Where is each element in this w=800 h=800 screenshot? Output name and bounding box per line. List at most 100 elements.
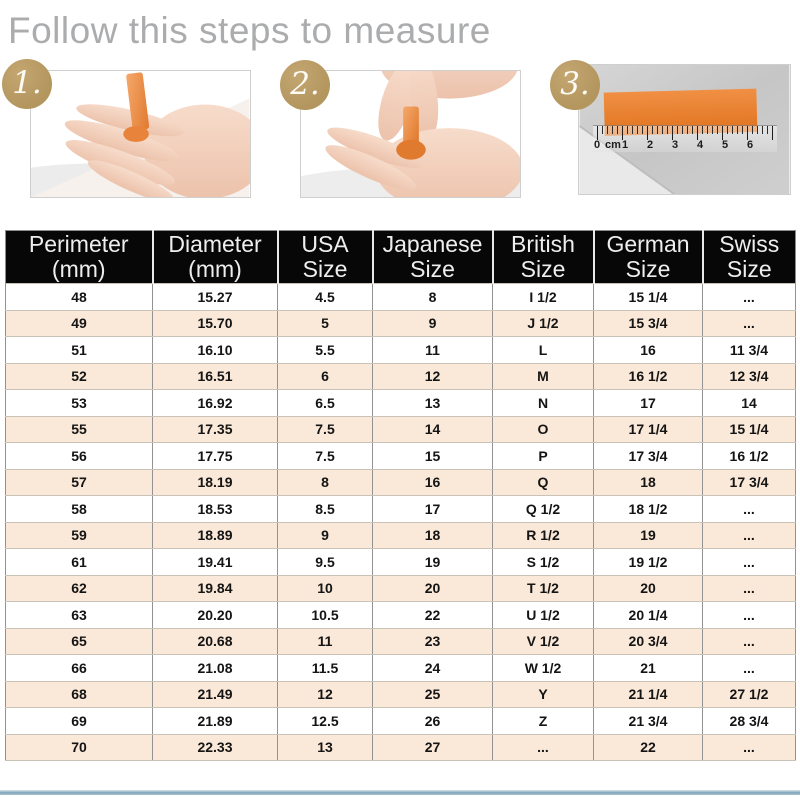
table-cell: 17.35 [152, 415, 278, 443]
table-row: 58 18.53 8.5 17 Q 1/2 18 1/2... [5, 495, 796, 523]
table-cell: 15 [372, 442, 493, 470]
table-cell: 17 [372, 495, 493, 523]
table-cell: 57 [5, 468, 153, 496]
table-cell: 12 3/4 [702, 362, 796, 390]
table-cell: 24 [372, 654, 493, 682]
table-cell: ... [702, 495, 796, 523]
table-cell: 17.75 [152, 442, 278, 470]
step-1-badge: 1. [2, 59, 52, 109]
ruler-major-ticks [597, 126, 773, 140]
hand-with-strip-illustration [31, 71, 250, 197]
table-cell: ... [702, 733, 796, 761]
table-cell: 8 [277, 468, 373, 496]
table-cell: 20.68 [152, 627, 278, 655]
table-row: 55 17.35 7.5 14 O 17 1/4 15 1/4 [5, 415, 796, 443]
col-header-line2: Size [520, 256, 566, 282]
table-cell: 56 [5, 442, 153, 470]
step-3-photo: 0 cm 1 2 3 4 5 6 [578, 64, 791, 195]
table-cell: 17 3/4 [702, 468, 796, 496]
ruler-label: 1 [622, 139, 629, 151]
table-cell: 16 [372, 468, 493, 496]
table-cell: Z [492, 707, 594, 735]
table-cell: 15.27 [152, 283, 278, 311]
table-cell: 7.5 [277, 442, 373, 470]
table-cell: V 1/2 [492, 627, 594, 655]
table-cell: 69 [5, 707, 153, 735]
col-header-diameter: Diameter (mm) [151, 230, 278, 284]
table-cell: 18.19 [152, 468, 278, 496]
table-cell: 19 [372, 548, 493, 576]
table-row: 62 19.84 10 20 T 1/2 20... [5, 574, 796, 602]
table-cell: 17 1/4 [593, 415, 703, 443]
table-cell: 20 [593, 574, 703, 602]
col-header-perimeter: Perimeter (mm) [5, 230, 153, 284]
table-cell: 66 [5, 654, 153, 682]
col-header-line2: (mm) [188, 256, 242, 282]
table-cell: 16 1/2 [593, 362, 703, 390]
table-row: 61 19.41 9.5 19 S 1/2 19 1/2... [5, 548, 796, 576]
table-cell: 15 1/4 [593, 283, 703, 311]
col-header-line1: USA [301, 231, 349, 258]
table-cell: 10.5 [277, 601, 373, 629]
table-cell: L [492, 336, 594, 364]
table-cell: 4.5 [277, 283, 373, 311]
col-header-line2: Size [302, 256, 348, 282]
table-row: 65 20.68 11 23 V 1/2 20 3/4... [5, 627, 796, 655]
table-cell: 8.5 [277, 495, 373, 523]
table-cell: 20 1/4 [593, 601, 703, 629]
table-cell: 21 1/4 [593, 680, 703, 708]
col-header-line1: Swiss [719, 231, 780, 258]
table-cell: 20 3/4 [593, 627, 703, 655]
table-cell: 18.53 [152, 495, 278, 523]
ruler-label: 4 [697, 139, 704, 151]
table-cell: 11.5 [277, 654, 373, 682]
table-cell: R 1/2 [492, 521, 594, 549]
table-cell: 55 [5, 415, 153, 443]
table-cell: 14 [372, 415, 493, 443]
col-header-usa-size: USA Size [276, 230, 373, 284]
table-cell: ... [702, 601, 796, 629]
table-cell: ... [702, 548, 796, 576]
size-table-body: 48 15.27 4.5 8 I 1/2 15 1/4... 49 15.70 5 9 J 1/2 1… [5, 283, 796, 761]
table-cell: O [492, 415, 594, 443]
table-cell: 48 [5, 283, 153, 311]
ruler-label: 5 [722, 139, 729, 151]
table-cell: 19 [593, 521, 703, 549]
table-cell: 21.89 [152, 707, 278, 735]
table-cell: 15.70 [152, 309, 278, 337]
table-row: 48 15.27 4.5 8 I 1/2 15 1/4... [5, 283, 796, 311]
table-cell: 22.33 [152, 733, 278, 761]
table-cell: 58 [5, 495, 153, 523]
table-row: 56 17.75 7.5 15 P 17 3/4 16 1/2 [5, 442, 796, 470]
col-header-british-size: British Size [491, 230, 594, 284]
col-header-japanese-size: Japanese Size [371, 230, 493, 284]
table-cell: 17 [593, 389, 703, 417]
table-cell: 18 1/2 [593, 495, 703, 523]
table-cell: 6 [277, 362, 373, 390]
table-header-row: Perimeter (mm) Diameter (mm) USA Size Japan… [5, 230, 796, 284]
table-cell: 27 1/2 [702, 680, 796, 708]
col-header-line1: British [511, 231, 575, 258]
table-cell: 16.92 [152, 389, 278, 417]
table-cell: 20 [372, 574, 493, 602]
table-cell: Y [492, 680, 594, 708]
table-cell: U 1/2 [492, 601, 594, 629]
table-cell: Q 1/2 [492, 495, 594, 523]
ruler-unit-label: cm [605, 139, 621, 151]
table-cell: 15 3/4 [593, 309, 703, 337]
col-header-swiss-size: Swiss Size [701, 230, 796, 284]
table-cell: 5.5 [277, 336, 373, 364]
table-cell: 15 1/4 [702, 415, 796, 443]
table-cell: 19.84 [152, 574, 278, 602]
table-cell: 25 [372, 680, 493, 708]
ruler-label: 2 [647, 139, 654, 151]
table-cell: Q [492, 468, 594, 496]
table-cell: 17 3/4 [593, 442, 703, 470]
table-cell: 7.5 [277, 415, 373, 443]
col-header-line1: Japanese [382, 231, 483, 258]
table-cell: ... [702, 574, 796, 602]
table-cell: 27 [372, 733, 493, 761]
step-3-badge: 3. [550, 60, 600, 110]
table-cell: 16 1/2 [702, 442, 796, 470]
table-cell: 9 [372, 309, 493, 337]
